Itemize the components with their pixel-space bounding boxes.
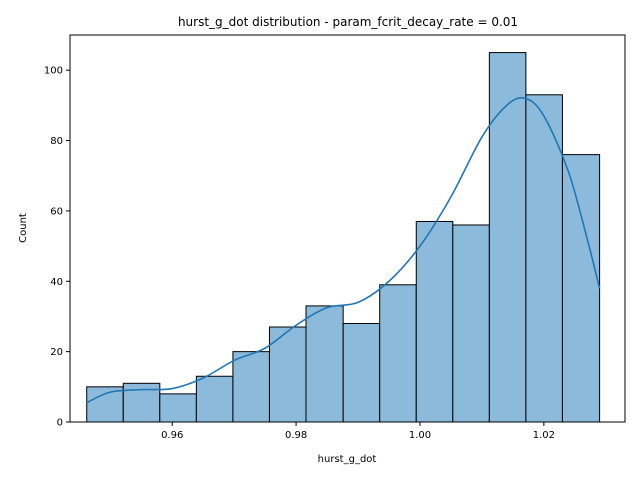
histogram-bar [305,305,344,423]
y-tick-label: 0 [57,418,63,429]
histogram-bar [268,326,307,423]
y-tick-label: 60 [50,206,63,217]
y-tick-label: 80 [50,136,63,147]
histogram-bar [525,94,563,423]
histogram-bar [342,322,381,423]
y-tick-label: 100 [44,66,63,77]
histogram-bar [159,393,197,423]
histogram-bars [86,52,601,423]
kde-line [86,96,601,404]
x-tick-label: 0.96 [161,430,183,441]
x-tick-label: 0.98 [285,430,307,441]
x-axis: 0.96 0.98 1.00 1.02 [161,422,555,441]
y-tick-label: 20 [50,347,63,358]
histogram-bar [561,154,601,423]
histogram-bar [415,220,454,423]
histogram-bar [452,224,490,423]
x-tick-label: 1.00 [409,430,431,441]
histogram-bar [379,284,417,423]
x-axis-label: hurst_g_dot [318,454,377,465]
histogram-bar [195,375,234,423]
y-axis: 0 20 40 60 80 100 [44,66,70,429]
y-axis-label: Count [18,213,29,243]
kde-curve-group [86,96,601,404]
y-tick-label: 40 [50,277,63,288]
plot-frame [69,34,626,423]
histogram-bar [232,351,270,423]
chart-title: hurst_g_dot distribution - param_fcrit_d… [178,15,518,29]
histogram-bar [86,386,124,423]
x-tick-label: 1.02 [533,430,555,441]
histogram-bar [488,52,527,423]
